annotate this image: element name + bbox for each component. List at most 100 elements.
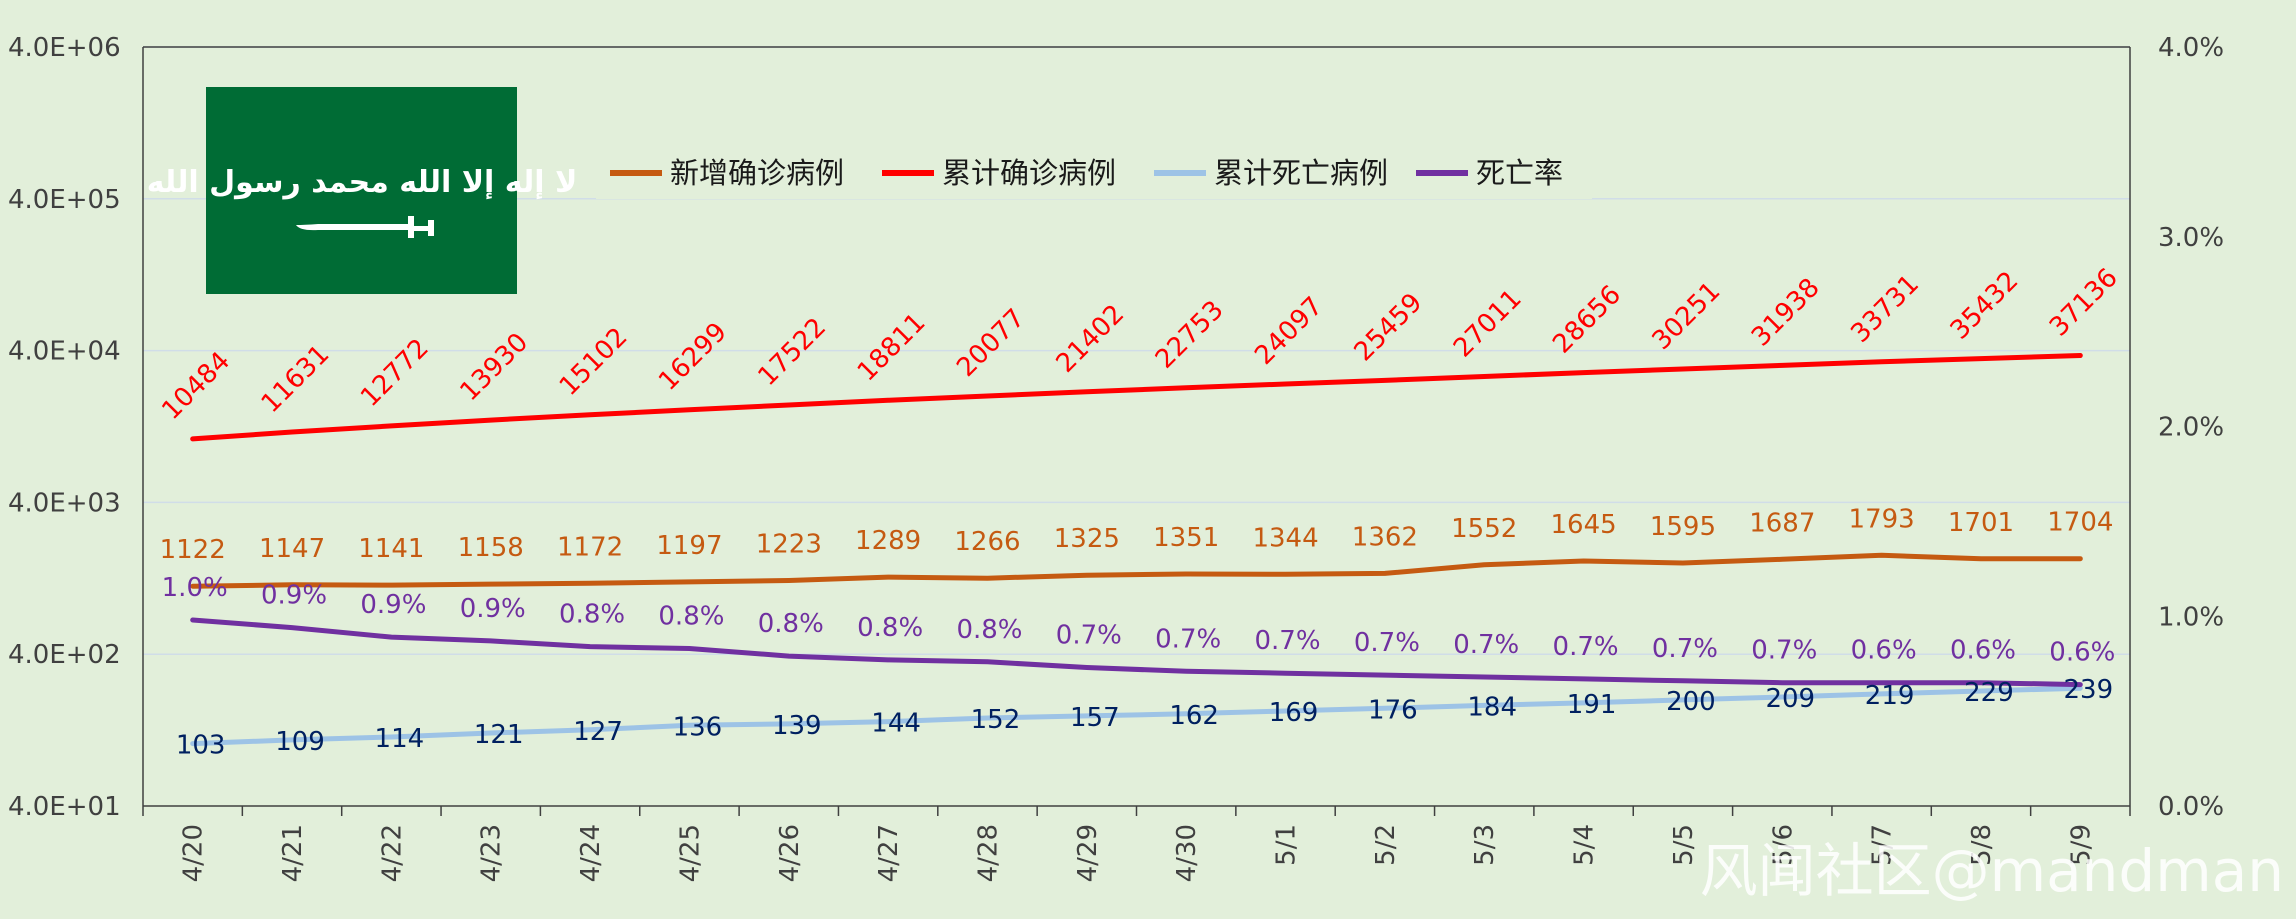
right-tick-label: 1.0%: [2158, 602, 2224, 632]
x-axis-ticks: 4/20 4/21 4/22 4/23 4/24 4/25 4/26 4/27 4/28 4/29…: [179, 824, 2097, 882]
flag-shahada-script: لا إله إلا الله محمد رسول الله: [147, 165, 578, 200]
left-tick-label: 4.0E+04: [8, 337, 121, 367]
x-tick-label: 4/23: [477, 824, 507, 882]
data-label: 0.8%: [559, 600, 625, 630]
data-label: 136: [673, 712, 723, 742]
x-tick-label: 5/3: [1470, 824, 1500, 866]
right-tick-label: 3.0%: [2158, 223, 2224, 253]
data-label: 0.7%: [1254, 626, 1320, 656]
right-axis-ticks: 0.0% 1.0% 2.0% 3.0% 4.0%: [2158, 33, 2224, 822]
data-label: 0.8%: [857, 613, 923, 643]
data-label: 12772: [355, 333, 435, 413]
data-label: 1344: [1252, 523, 1318, 553]
data-label: 169: [1269, 698, 1319, 728]
data-label: 13930: [454, 327, 534, 407]
data-label: 152: [971, 705, 1021, 735]
data-label: 17522: [753, 312, 833, 392]
data-label: 157: [1070, 703, 1120, 733]
data-label: 0.9%: [360, 590, 426, 620]
data-label: 229: [1964, 678, 2014, 708]
data-label: 1266: [954, 527, 1020, 557]
right-tick-label: 2.0%: [2158, 413, 2224, 443]
data-label: 0.7%: [1553, 632, 1619, 662]
data-label: 144: [871, 709, 921, 739]
data-label: 10484: [156, 346, 236, 426]
data-label: 1158: [458, 533, 524, 563]
x-tick-label: 4/28: [973, 824, 1003, 882]
x-tick-label: 4/21: [278, 824, 308, 882]
data-label: 1704: [2047, 508, 2113, 538]
data-label: 200: [1666, 687, 1716, 717]
data-label: 21402: [1051, 299, 1131, 379]
axes: [142, 46, 2131, 816]
data-label: 0.6%: [1851, 636, 1917, 666]
right-tick-label: 0.0%: [2158, 792, 2224, 822]
x-tick-label: 4/20: [179, 824, 209, 882]
x-tick-label: 4/29: [1073, 824, 1103, 882]
data-label: 33731: [1845, 269, 1925, 349]
left-axis-ticks: 4.0E+01 4.0E+02 4.0E+03 4.0E+04 4.0E+05 4.0E+…: [8, 33, 121, 822]
series-line: [190, 353, 2083, 442]
data-label: 1172: [557, 532, 623, 562]
watermark-text: 风闻社区@mandman: [1700, 837, 2284, 905]
data-labels: 1122 1147 1141 1158 1172 1197 1223 1289 1266 1325…: [156, 263, 2123, 761]
x-tick-label: 4/25: [675, 824, 705, 882]
series-line: [190, 552, 2083, 589]
x-tick-label: 4/26: [775, 824, 805, 882]
data-label: 0.7%: [1453, 630, 1519, 660]
data-label: 162: [1169, 701, 1219, 731]
x-tick-label: 4/24: [576, 824, 606, 882]
data-label: 0.7%: [1056, 620, 1122, 650]
data-label: 114: [375, 724, 425, 754]
data-label: 0.8%: [758, 609, 824, 639]
right-tick-label: 4.0%: [2158, 33, 2224, 63]
data-label: 1687: [1749, 508, 1815, 538]
legend-entry: 新增确诊病例: [670, 156, 844, 190]
data-label: 0.9%: [261, 581, 327, 611]
data-label: 18811: [852, 308, 932, 388]
data-label: 1595: [1650, 512, 1716, 542]
data-label: 209: [1765, 684, 1815, 714]
data-label: 0.9%: [460, 594, 526, 624]
data-label: 1701: [1948, 508, 2014, 538]
data-label: 1122: [160, 535, 226, 565]
series-line: [190, 617, 2083, 688]
data-label: 239: [2064, 675, 2114, 705]
data-label: 1645: [1550, 510, 1616, 540]
data-label: 35432: [1945, 266, 2025, 346]
data-label: 1.0%: [162, 573, 228, 603]
data-label: 1552: [1451, 514, 1517, 544]
data-label: 15102: [554, 322, 634, 402]
x-tick-label: 5/8: [1967, 824, 1997, 866]
data-label: 1325: [1054, 524, 1120, 554]
flag-background: [206, 87, 517, 294]
data-label: 127: [573, 717, 623, 747]
data-label: 37136: [2044, 263, 2124, 343]
x-tick-label: 5/5: [1669, 824, 1699, 866]
x-tick-label: 5/4: [1570, 824, 1600, 866]
x-tick-label: 5/6: [1768, 824, 1798, 866]
legend-entry: 累计确诊病例: [942, 156, 1116, 190]
left-tick-label: 4.0E+06: [8, 33, 121, 63]
x-tick-label: 4/22: [377, 824, 407, 882]
data-label: 1197: [656, 531, 722, 561]
data-label: 0.6%: [1950, 636, 2016, 666]
legend-entry: 累计死亡病例: [1214, 156, 1388, 190]
data-label: 22753: [1150, 295, 1230, 375]
sword-icon: [296, 216, 434, 238]
data-label: 0.7%: [1354, 628, 1420, 658]
data-label: 0.7%: [1155, 624, 1221, 654]
data-label: 1793: [1849, 504, 1915, 534]
data-label: 20077: [951, 303, 1031, 383]
data-label: 1147: [259, 534, 325, 564]
data-label: 176: [1368, 695, 1418, 725]
data-label: 0.8%: [956, 615, 1022, 645]
x-tick-label: 5/1: [1272, 824, 1302, 866]
data-label: 1289: [855, 526, 921, 556]
left-tick-label: 4.0E+01: [8, 792, 121, 822]
data-label: 0.6%: [2049, 638, 2115, 668]
x-tick-label: 5/9: [2066, 824, 2096, 866]
data-label: 16299: [653, 317, 733, 397]
x-tick-label: 4/30: [1172, 824, 1202, 882]
data-label: 25459: [1349, 288, 1429, 368]
